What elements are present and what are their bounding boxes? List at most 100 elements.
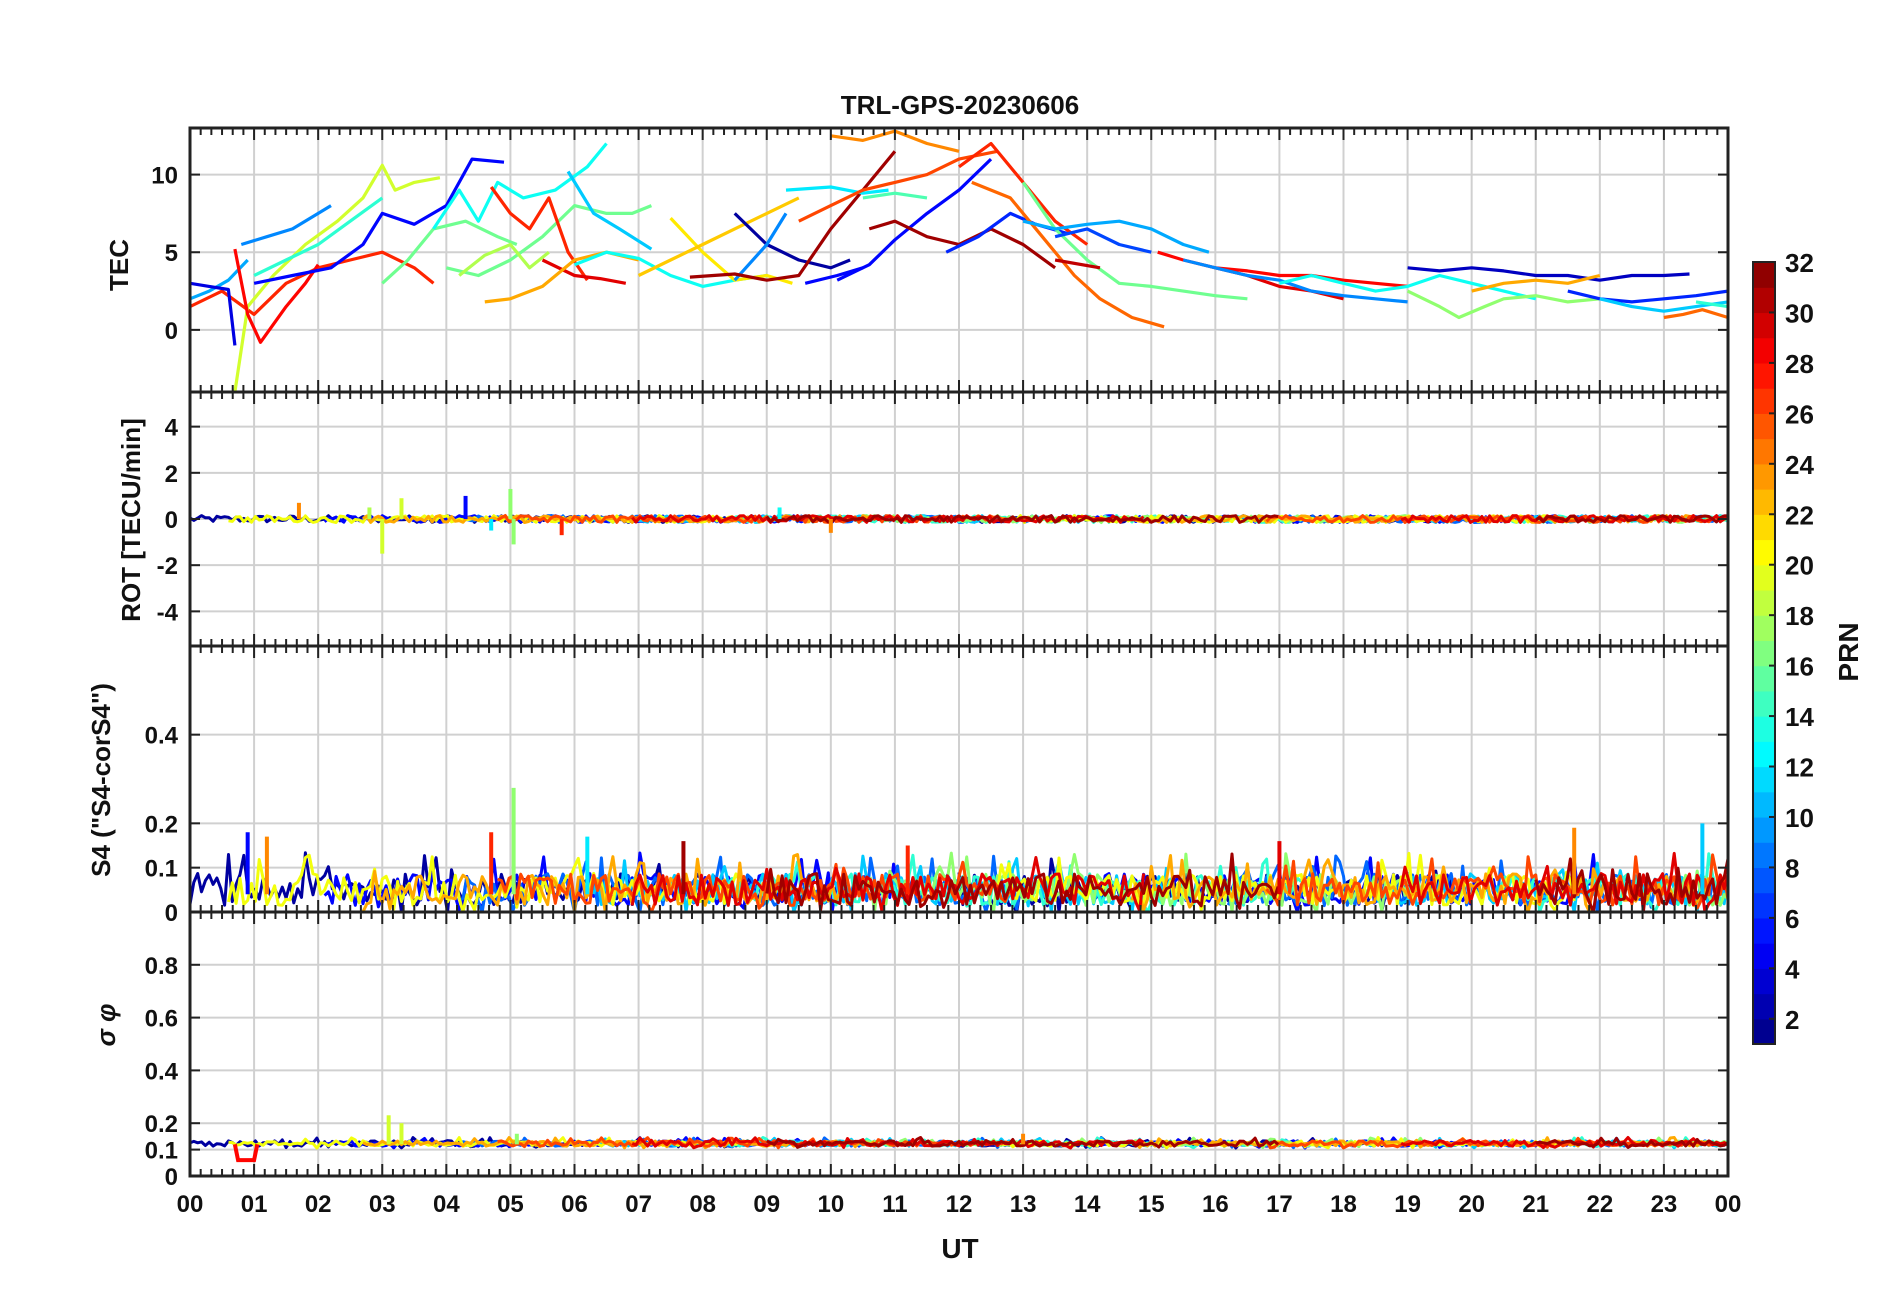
tec-series-line (1471, 273, 1601, 293)
x-axis-label: UT (941, 1233, 978, 1264)
y-tick-label: 0.1 (145, 856, 178, 883)
colorbar-swatch (1753, 816, 1775, 843)
tec-series-line (233, 163, 441, 392)
colorbar-tick-label: 20 (1785, 551, 1814, 581)
tec-series-line (637, 196, 800, 277)
tec-series-line (1567, 289, 1728, 304)
colorbar-swatch (1753, 287, 1775, 314)
tec-series-line (253, 196, 384, 277)
sigma-phi-ylabel: σ φ (91, 1004, 121, 1047)
noise-series-line (227, 853, 742, 912)
tec-series-line (862, 191, 928, 200)
colorbar-swatch (1753, 968, 1775, 995)
tec-series-line (458, 242, 550, 277)
x-tick-label: 10 (817, 1191, 844, 1218)
colorbar-swatch (1753, 943, 1775, 969)
x-tick-label: 16 (1202, 1191, 1229, 1218)
y-tick-label: 0.4 (145, 723, 179, 750)
colorbar-swatch (1753, 539, 1775, 566)
x-tick-label: 23 (1651, 1191, 1678, 1218)
x-tick-label: 02 (305, 1191, 332, 1218)
x-tick-label: 19 (1394, 1191, 1421, 1218)
tec-series-line (689, 150, 897, 282)
tec-series-line (432, 142, 608, 230)
colorbar-swatch (1753, 665, 1775, 692)
tec-series-line (1407, 266, 1690, 282)
colorbar-swatch (1753, 615, 1775, 641)
colorbar-tick-label: 6 (1785, 904, 1799, 934)
x-tick-label: 12 (946, 1191, 973, 1218)
colorbar-swatch (1753, 741, 1775, 768)
tec-series-line (971, 180, 1165, 329)
colorbar-swatch (1753, 438, 1775, 465)
y-tick-label: 4 (165, 415, 179, 442)
y-tick-label: 0.2 (145, 1111, 178, 1138)
colorbar-tick-label: 32 (1785, 248, 1814, 278)
tec-series-line (798, 149, 998, 223)
colorbar-swatch (1753, 690, 1775, 717)
x-tick-label: 14 (1074, 1191, 1101, 1218)
x-ticks: 00 01 02 03 04 05 06 07 08 09 10 11 12 13 14 15 16 17 18 19… (177, 1191, 1742, 1218)
colorbar-tick-label: 28 (1785, 349, 1814, 379)
colorbar-swatch (1753, 716, 1775, 742)
colorbar-swatch (1753, 842, 1775, 869)
colorbar-swatch (1753, 262, 1775, 288)
noise-series-line (1535, 514, 1728, 524)
colorbar-swatch (1753, 917, 1775, 944)
colorbar-tick-label: 12 (1785, 753, 1814, 783)
colorbar-swatch (1753, 1018, 1775, 1045)
colorbar-swatch (1753, 312, 1775, 339)
tec-series-line (836, 157, 993, 282)
y-tick-label: 0 (165, 507, 178, 534)
colorbar-tick-label: 14 (1785, 702, 1814, 732)
sigma-dip (232, 1143, 260, 1163)
colorbar-swatch (1753, 463, 1775, 490)
x-tick-label: 21 (1522, 1191, 1549, 1218)
tec-series-line (566, 170, 653, 251)
y-tick-label: 0.6 (145, 1006, 178, 1033)
noise-series-line (766, 1136, 1280, 1149)
x-tick-label: 09 (753, 1191, 780, 1218)
x-tick-label: 03 (369, 1191, 396, 1218)
y-tick-label: 0 (165, 900, 178, 927)
noise-series-line (497, 860, 1011, 912)
colorbar-tick-label: 26 (1785, 399, 1814, 429)
colorbar-tick-label: 30 (1785, 298, 1814, 328)
y-tick-label: 5 (165, 240, 178, 267)
x-tick-label: 13 (1010, 1191, 1037, 1218)
x-tick-label: 00 (177, 1191, 204, 1218)
tec-series-line (541, 258, 627, 285)
x-tick-label: 20 (1458, 1191, 1485, 1218)
x-tick-label: 22 (1586, 1191, 1613, 1218)
x-tick-label: 06 (561, 1191, 588, 1218)
colorbar-swatch (1753, 867, 1775, 894)
y-tick-label: 0 (165, 318, 178, 345)
tec-series-line (804, 266, 864, 285)
tec-series-line (1021, 181, 1248, 301)
x-tick-label: 15 (1138, 1191, 1165, 1218)
y-tick-label: 0.1 (145, 1138, 178, 1165)
sigma-phi-panel: 00.10.2 0.4 0.6 0.8 (145, 910, 1730, 1191)
colorbar-swatch (1753, 892, 1775, 919)
colorbar-swatch (1753, 564, 1775, 591)
tec-series-line (1695, 300, 1728, 309)
noise-series-line (765, 514, 1279, 524)
colorbar-tick-label: 2 (1785, 1005, 1799, 1035)
noise-series-line (765, 852, 1280, 912)
colorbar-swatch (1753, 766, 1775, 793)
y-tick-label: 0 (165, 1164, 178, 1191)
x-tick-label: 01 (241, 1191, 268, 1218)
tec-series-line (253, 157, 505, 285)
tec-series-line (733, 212, 851, 270)
tec-series-line (1182, 258, 1408, 304)
colorbar-frame (1752, 261, 1776, 1045)
x-tick-label: 07 (625, 1191, 652, 1218)
x-tick-label: 18 (1330, 1191, 1357, 1218)
colorbar-tick-label: 22 (1785, 500, 1814, 530)
colorbar-swatch (1753, 337, 1775, 364)
x-tick-label: 08 (689, 1191, 716, 1218)
x-tick-label: 05 (497, 1191, 524, 1218)
tec-series-line (489, 186, 589, 282)
